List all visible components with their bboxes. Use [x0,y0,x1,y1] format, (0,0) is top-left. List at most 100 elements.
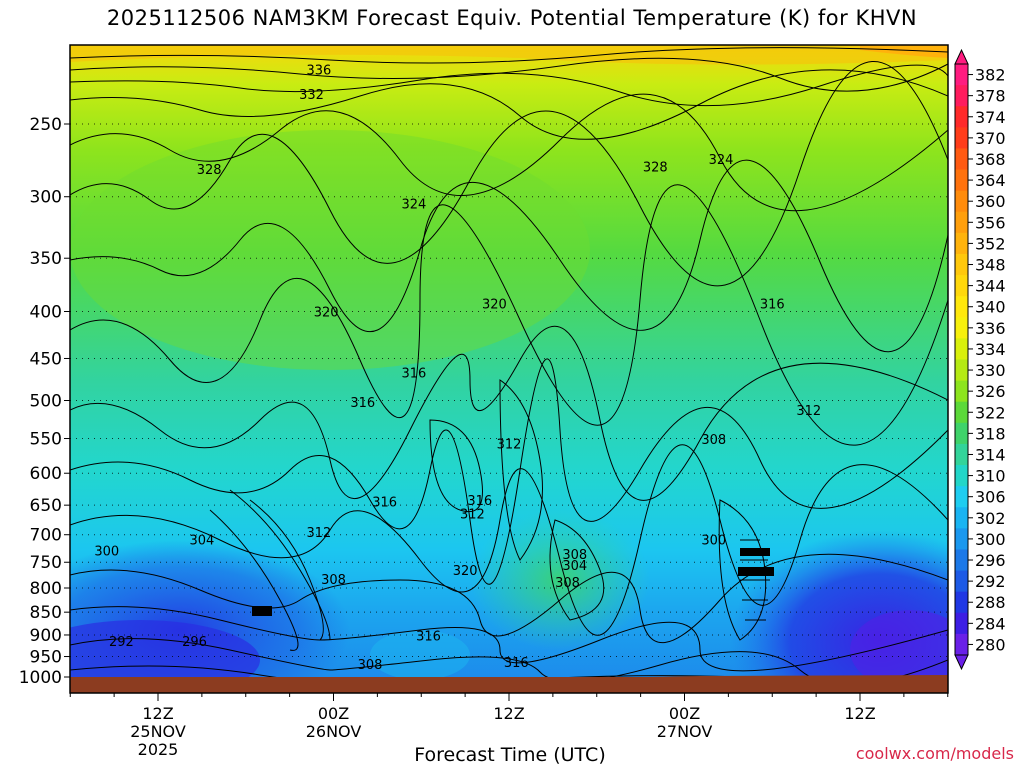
contour-label: 316 [350,396,375,411]
contour-label: 328 [643,160,668,175]
contour-label: 316 [402,366,427,381]
colorbar-swatch [955,169,968,192]
colorbar-label: 292 [975,572,1006,591]
x-tick-label: 25NOV [130,722,186,741]
colorbar-swatch [955,443,968,466]
theta-e-field [70,45,948,693]
colorbar-swatch [955,148,968,171]
colorbar-label: 306 [975,488,1006,507]
colorbar-swatch [955,127,968,149]
contour-label: 328 [197,163,222,178]
colorbar-swatch [955,612,968,635]
y-tick-label: 800 [30,579,62,599]
y-tick-label: 350 [30,249,62,269]
colorbar-label: 374 [975,108,1006,127]
terrain-strip [70,677,948,693]
contour-label: 308 [555,576,580,591]
colorbar-label: 296 [975,551,1006,570]
colorbar-label: 344 [975,277,1006,296]
colorbar-swatch [955,549,968,572]
x-tick-label: 00Z [669,704,700,723]
pressure-axis: 250 300 350 400 450 500 550 600 650 700 750 800 850 9… [19,115,70,688]
x-tick-label: 2025 [138,740,179,759]
colorbar-swatch [955,338,968,360]
colorbar-label: 326 [975,382,1006,401]
colorbar-swatch [955,422,968,445]
contour-label: 316 [760,297,785,312]
contour-label: 320 [482,297,507,312]
y-tick-label: 600 [30,464,62,484]
contour-label: 316 [504,656,529,671]
colorbar-swatch [955,528,968,550]
y-tick-label: 650 [30,496,62,516]
chart-title: 2025112506 NAM3KM Forecast Equiv. Potent… [106,6,918,30]
x-tick-label: 12Z [142,704,173,723]
contour-label: 296 [182,635,207,650]
x-tick-label: 27NOV [657,722,713,741]
y-tick-label: 1000 [19,668,62,688]
contour-label: 312 [460,508,485,523]
source-credit: coolwx.com/models [855,744,1014,763]
contour-label: 308 [321,573,346,588]
colorbar-label: 336 [975,319,1006,338]
contour-label: 316 [467,494,492,509]
colorbar-label: 318 [975,424,1006,443]
colorbar-swatch [955,380,968,403]
contour-label: 304 [189,533,214,548]
contour-label: 324 [709,153,734,168]
colorbar-swatch [955,190,968,213]
colorbar-label: 314 [975,445,1006,464]
colorbar-swatch [955,296,968,318]
colorbar: 382 378 374 370 368 364 360 356 352 348 344 340 336 3… [954,48,1006,671]
colorbar-label: 310 [975,467,1006,486]
x-tick-label: 00Z [318,704,349,723]
x-axis-title: Forecast Time (UTC) [414,744,606,766]
colorbar-top-arrow [954,48,969,65]
colorbar-label: 288 [975,593,1006,612]
colorbar-label: 334 [975,340,1006,359]
colorbar-swatch [955,465,968,487]
contour-label: 320 [453,564,478,579]
contour-label: 312 [306,526,331,541]
colorbar-label: 352 [975,234,1006,253]
contour-label: 324 [402,197,427,212]
y-tick-label: 300 [30,188,62,208]
pressure-gridlines [70,123,948,658]
x-tick-label: 12Z [493,704,524,723]
colorbar-swatch [955,253,968,276]
contour-label: 312 [796,404,821,419]
y-tick-label: 700 [30,526,62,546]
x-tick-label: 12Z [844,704,875,723]
colorbar-label: 348 [975,256,1006,275]
contour-label: 308 [562,548,587,563]
contour-label: 332 [299,88,324,103]
contour-label: 320 [314,305,339,320]
y-tick-label: 550 [30,430,62,450]
colorbar-label: 330 [975,361,1006,380]
colorbar-label: 302 [975,509,1006,528]
colorbar-swatch [955,401,968,424]
colorbar-swatch [955,85,968,107]
colorbar-swatch [955,486,968,508]
colorbar-label: 322 [975,403,1006,422]
x-tick-label: 26NOV [306,722,362,741]
colorbar-swatch [955,232,968,255]
colorbar-bottom-arrow [954,654,969,671]
contour-label: 312 [497,438,522,453]
colorbar-label: 356 [975,213,1006,232]
colorbar-swatch [955,317,968,339]
colorbar-label: 382 [975,66,1006,85]
colorbar-swatch [955,64,968,86]
colorbar-swatch [955,211,968,234]
colorbar-swatch [955,359,968,382]
y-tick-label: 500 [30,392,62,412]
colorbar-label: 284 [975,614,1006,633]
colorbar-label: 364 [975,171,1006,190]
contour-label: 316 [372,495,397,510]
y-tick-label: 750 [30,553,62,573]
colorbar-swatch [955,507,968,529]
colorbar-label: 370 [975,129,1006,148]
y-tick-label: 950 [30,648,62,668]
